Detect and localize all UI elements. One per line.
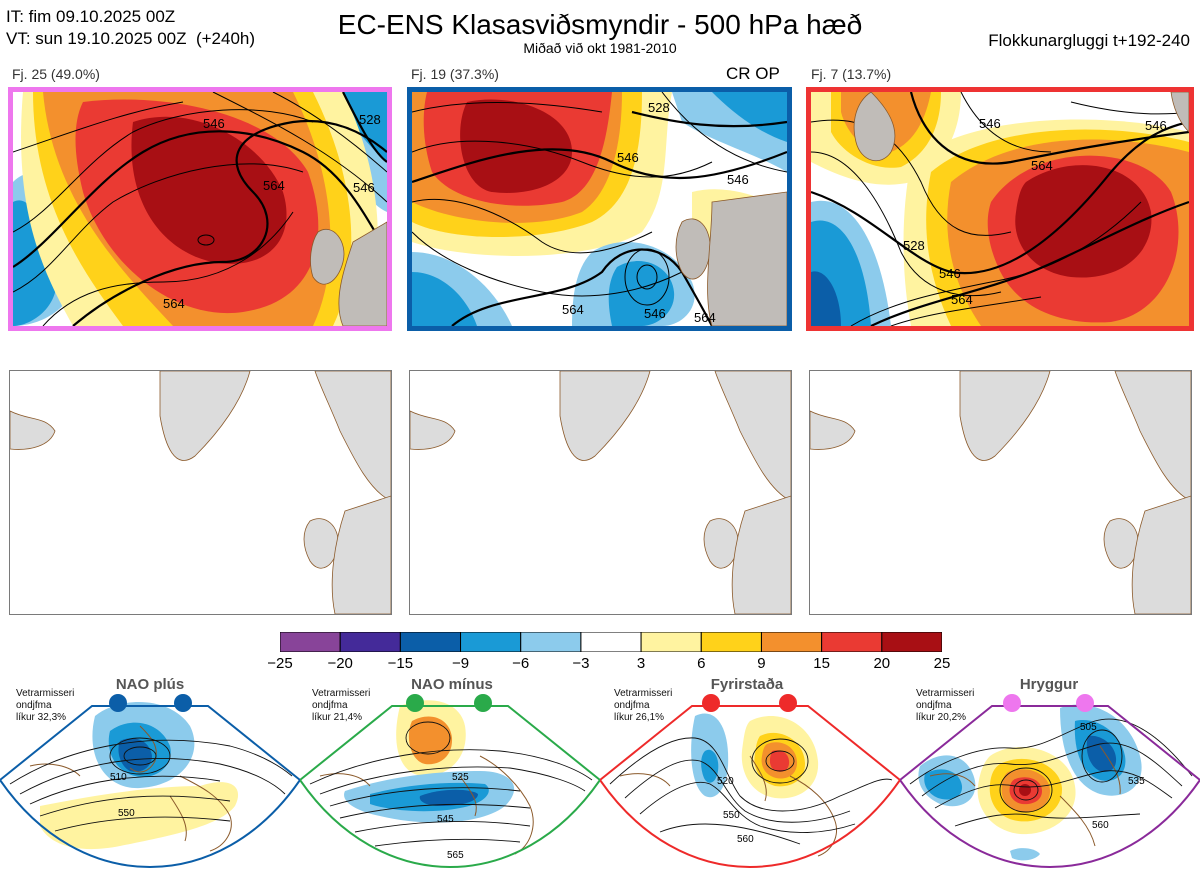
valid-time: VT: sun 19.10.2025 00Z (+240h) (6, 29, 256, 48)
colorbar-swatch (580, 631, 642, 653)
cluster-1-map: 546 564 528 546 564 (8, 87, 392, 331)
colorbar-tick-label: −3 (572, 655, 590, 672)
regime-contour-label: 550 (118, 808, 135, 819)
cluster-1-label: Fj. 25 (49.0%) (12, 66, 100, 82)
init-time: IT: fim 09.10.2025 00Z (6, 7, 176, 26)
cluster-3-contour-label: 564 (951, 292, 973, 307)
colorbar-tick-label: 20 (873, 655, 891, 672)
regime-contour-label: 520 (717, 776, 734, 787)
cluster-1-contour-label: 546 (203, 116, 225, 131)
colorbar-swatch (760, 631, 823, 653)
cluster-1-contour-label: 564 (163, 296, 185, 311)
colorbar-tick-label: −6 (512, 655, 530, 672)
colorbar-swatches (279, 631, 943, 653)
regime-info: Vetrarmisseri ondjfma líkur 21,4% (312, 688, 371, 723)
colorbar (279, 631, 943, 672)
colorbar-swatch (339, 631, 401, 653)
cluster-3-contour-label: 528 (903, 238, 925, 253)
regime-contour-label: 550 (723, 810, 740, 821)
regime-contour-label: 560 (737, 834, 754, 845)
regime-nao-minus: 525 545 565 (298, 676, 602, 871)
regime-name: NAO plús (115, 676, 185, 693)
empty-map-1 (9, 370, 392, 615)
cluster-2-flag: CR OP (726, 64, 780, 83)
regime-name: Fyrirstaða (710, 676, 784, 693)
cluster-3-contour-label: 564 (1031, 158, 1053, 173)
colorbar-tick-label: −25 (267, 655, 293, 672)
cluster-3-contour-label: 546 (939, 266, 961, 281)
colorbar-swatch (640, 631, 702, 653)
regime-contour-label: 560 (1092, 820, 1109, 831)
colorbar-swatch (821, 631, 883, 653)
colorbar-tick-label: 3 (636, 655, 646, 672)
empty-map-3 (809, 370, 1192, 615)
cluster-1-contour-label: 546 (353, 180, 375, 195)
colorbar-swatch (520, 631, 582, 653)
cluster-2-contour-label: 528 (648, 100, 670, 115)
cluster-2-contour-label: 546 (727, 172, 749, 187)
cluster-3-contour-label: 546 (979, 116, 1001, 131)
regime-contour-label: 545 (437, 814, 454, 825)
regime-contour-label: 510 (110, 772, 127, 783)
regime-contour-label: 525 (452, 772, 469, 783)
regime-name: Hryggur (1019, 676, 1079, 693)
regime-info: Vetrarmisseri ondjfma líkur 32,3% (16, 688, 75, 723)
regime-contour-label: 565 (447, 850, 464, 861)
regime-contour-label: 535 (1128, 776, 1145, 787)
cluster-2-contour-label: 564 (562, 302, 584, 317)
colorbar-tick-label: −15 (387, 655, 414, 672)
colorbar-tick-label: −9 (451, 655, 470, 672)
colorbar-swatch (700, 631, 762, 653)
cluster-3-map: 546 564 528 546 564 546 (806, 87, 1194, 331)
header-info: IT: fim 09.10.2025 00Z VT: sun 19.10.2025… (6, 6, 255, 50)
regime-nao-plus: 510 550 (0, 676, 302, 871)
cluster-2-contour-label: 546 (644, 306, 666, 321)
cluster-2-map: 528 546 546 564 546 564 (407, 87, 792, 331)
regime-name: NAO mínus (411, 676, 493, 693)
colorbar-swatch (399, 631, 462, 653)
cluster-3-contour-label: 546 (1145, 118, 1167, 133)
chart-title: EC-ENS Klasasviðsmyndir - 500 hPa hæð (337, 9, 863, 40)
colorbar-tick-label: 9 (757, 655, 766, 672)
empty-map-2 (409, 370, 792, 615)
regime-blocking: 520 550 560 (598, 676, 902, 871)
chart-subtitle: Miðað við okt 1981-2010 (523, 40, 677, 56)
regime-info: Vetrarmisseri ondjfma líkur 26,1% (614, 688, 673, 723)
colorbar-tick-label: 25 (933, 655, 951, 672)
classification-window: Flokkunargluggi t+192-240 (988, 31, 1190, 50)
cluster-2-label: Fj. 19 (37.3%) (411, 66, 499, 82)
cluster-2-contour-label: 546 (617, 150, 639, 165)
colorbar-swatch (279, 631, 341, 653)
colorbar-tick-label: 6 (697, 655, 706, 672)
cluster-1-contour-label: 528 (359, 112, 381, 127)
regime-ridge: 505 535 560 (898, 676, 1200, 871)
cluster-2-contour-label: 564 (694, 310, 716, 325)
colorbar-swatch (881, 631, 943, 653)
regime-info: Vetrarmisseri ondjfma líkur 20,2% (916, 688, 975, 723)
colorbar-tick-label: 15 (813, 655, 830, 672)
cluster-3-label: Fj. 7 (13.7%) (811, 66, 892, 82)
colorbar-tick-label: −20 (327, 655, 353, 672)
colorbar-swatch (460, 631, 522, 653)
regime-contour-label: 505 (1080, 722, 1097, 733)
cluster-1-contour-label: 564 (263, 178, 285, 193)
